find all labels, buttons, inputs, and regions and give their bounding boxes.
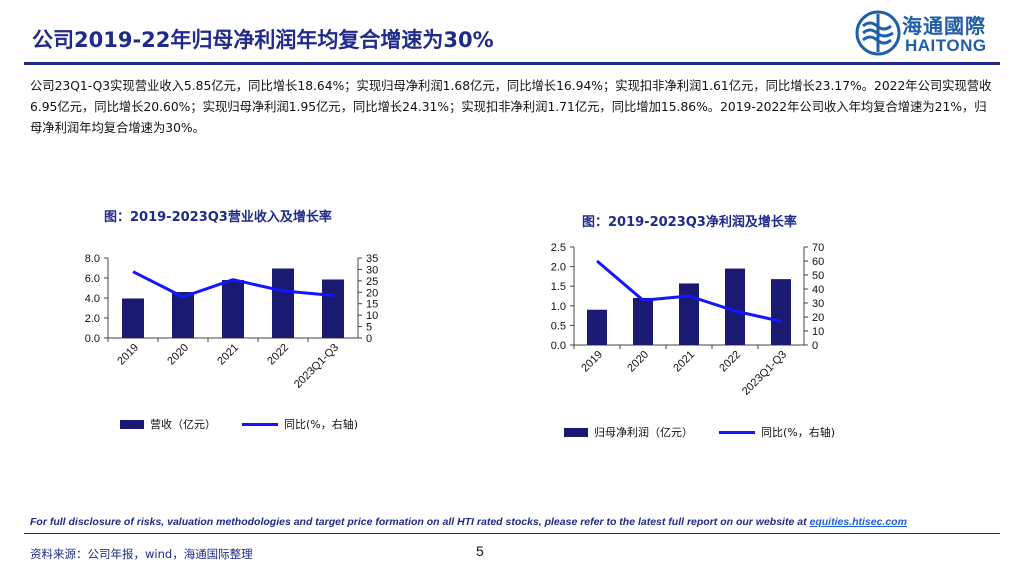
left-tick-label: 0.0 [85,333,100,345]
profit-chart: 0.0 0.5 1.0 1.5 2.0 2.5 0 10 20 30 40 50 60 70 2019 202… [551,242,825,398]
right-tick-label: 15 [366,299,378,311]
disclaimer-link[interactable]: equities.htisec.com [809,516,907,528]
bar-2019 [587,309,607,345]
bar-2023Q1-Q3 [322,279,344,338]
legend-line-label: 同比(%，右轴) [284,418,359,431]
left-tick-label: 1.0 [551,301,566,313]
logo-text-chinese: 海通國際 [902,14,986,38]
left-tick-label: 6.0 [85,273,100,285]
bar-2019 [122,298,144,338]
legend-line-swatch [719,430,755,434]
left-tick-label: 2.5 [551,242,566,254]
page-title: 公司2019-22年归母净利润年均复合增速为30% [32,28,494,52]
bar-2022 [272,268,294,338]
left-tick-label: 0.5 [551,320,566,332]
x-tick-label: 2021 [671,349,697,375]
x-tick-label: 2022 [717,349,743,375]
right-tick-label: 30 [366,264,378,276]
right-tick-label: 40 [812,284,824,296]
right-tick-label: 25 [366,276,378,288]
x-tick-label: 2023Q1-Q3 [292,342,341,391]
risk-disclaimer: For full disclosure of risks, valuation … [30,516,907,528]
x-tick-label: 2019 [115,342,141,368]
left-tick-label: 0.0 [551,340,566,352]
x-tick-label: 2019 [579,349,605,375]
x-tick-label: 2020 [165,342,191,368]
x-tick-label: 2021 [215,342,241,368]
footer-divider [24,533,1000,534]
haitong-logo-icon [855,10,901,56]
legend-bar-label: 营收（亿元） [150,418,216,431]
logo-text-english: HAITONG [905,36,987,55]
page-number: 5 [476,543,484,559]
data-source: 资料来源：公司年报，wind，海通国际整理 [30,547,253,561]
bar-2020 [633,297,653,345]
x-tick-label: 2023Q1-Q3 [740,349,789,398]
legend-bar-swatch [120,419,144,429]
company-logo: 海通國際 HAITONG [855,8,1005,60]
left-tick-label: 8.0 [85,253,100,265]
right-tick-label: 5 [366,322,372,334]
right-tick-label: 20 [812,312,824,324]
left-tick-label: 2.0 [85,313,100,325]
left-tick-label: 2.0 [551,262,566,274]
right-tick-label: 0 [366,333,372,345]
left-tick-label: 4.0 [85,293,100,305]
x-tick-label: 2022 [265,342,291,368]
right-tick-label: 0 [812,340,818,352]
legend-bar-swatch [564,427,588,437]
legend-line-label: 同比(%，右轴) [761,426,836,439]
right-tick-label: 70 [812,242,824,254]
right-tick-label: 10 [366,310,378,322]
legend-line-swatch [242,422,278,426]
chart-title-revenue: 图：2019-2023Q3营业收入及增长率 [104,210,332,225]
bar-2023Q1-Q3 [771,279,791,345]
right-tick-label: 30 [812,298,824,310]
x-tick-label: 2020 [625,349,651,375]
chart-title-profit: 图：2019-2023Q3净利润及增长率 [582,215,797,230]
title-divider [24,62,1000,65]
right-tick-label: 50 [812,270,824,282]
summary-paragraph: 公司23Q1-Q3实现营业收入5.85亿元，同比增长18.64%；实现归母净利润… [30,79,992,135]
growth-line [132,270,334,299]
left-tick-label: 1.5 [551,281,566,293]
legend-bar-label: 归母净利润（亿元） [594,426,693,439]
right-tick-label: 60 [812,256,824,268]
revenue-chart-legend: 营收（亿元） 同比(%，右轴) [120,416,358,432]
bar-2022 [725,268,745,345]
right-tick-label: 10 [812,326,824,338]
bar-2021 [222,280,244,338]
right-tick-label: 35 [366,253,378,265]
growth-line [596,259,782,323]
disclaimer-text: For full disclosure of risks, valuation … [30,516,810,528]
profit-chart-legend: 归母净利润（亿元） 同比(%，右轴) [564,424,835,440]
bar-2020 [172,292,194,338]
bar-2021 [679,283,699,345]
right-tick-label: 20 [366,287,378,299]
